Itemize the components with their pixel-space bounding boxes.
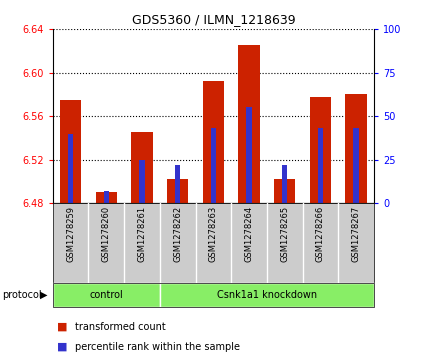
Text: protocol: protocol (2, 290, 42, 300)
Title: GDS5360 / ILMN_1218639: GDS5360 / ILMN_1218639 (132, 13, 295, 26)
Bar (60, 100, 81, 203)
Text: GSM1278263: GSM1278263 (209, 206, 218, 262)
Text: ▶: ▶ (40, 290, 48, 300)
Text: Csnk1a1 knockdown: Csnk1a1 knockdown (217, 290, 317, 300)
Bar (246, 107, 252, 203)
Bar (160, 283, 374, 307)
Text: control: control (89, 290, 123, 300)
Text: GSM1278264: GSM1278264 (245, 206, 253, 262)
Bar (282, 165, 287, 203)
Bar (95, 192, 117, 203)
Bar (175, 165, 180, 203)
Bar (203, 81, 224, 203)
Bar (238, 45, 260, 203)
Text: GSM1278267: GSM1278267 (352, 206, 361, 262)
Bar (274, 179, 296, 203)
Bar (345, 94, 367, 203)
Bar (167, 179, 188, 203)
Text: GSM1278262: GSM1278262 (173, 206, 182, 262)
Text: GSM1278260: GSM1278260 (102, 206, 111, 262)
Text: ■: ■ (57, 342, 68, 352)
Text: GSM1278259: GSM1278259 (66, 206, 75, 262)
Bar (104, 191, 109, 203)
Bar (68, 134, 73, 203)
Text: percentile rank within the sample: percentile rank within the sample (75, 342, 240, 352)
Text: GSM1278265: GSM1278265 (280, 206, 289, 262)
Text: transformed count: transformed count (75, 322, 165, 332)
Text: GSM1278266: GSM1278266 (316, 206, 325, 262)
Bar (53, 283, 160, 307)
Text: GSM1278261: GSM1278261 (138, 206, 147, 262)
Bar (211, 129, 216, 203)
Bar (131, 132, 153, 203)
Bar (353, 129, 359, 203)
Bar (310, 97, 331, 203)
Bar (318, 129, 323, 203)
Bar (139, 160, 145, 203)
Text: ■: ■ (57, 322, 68, 332)
